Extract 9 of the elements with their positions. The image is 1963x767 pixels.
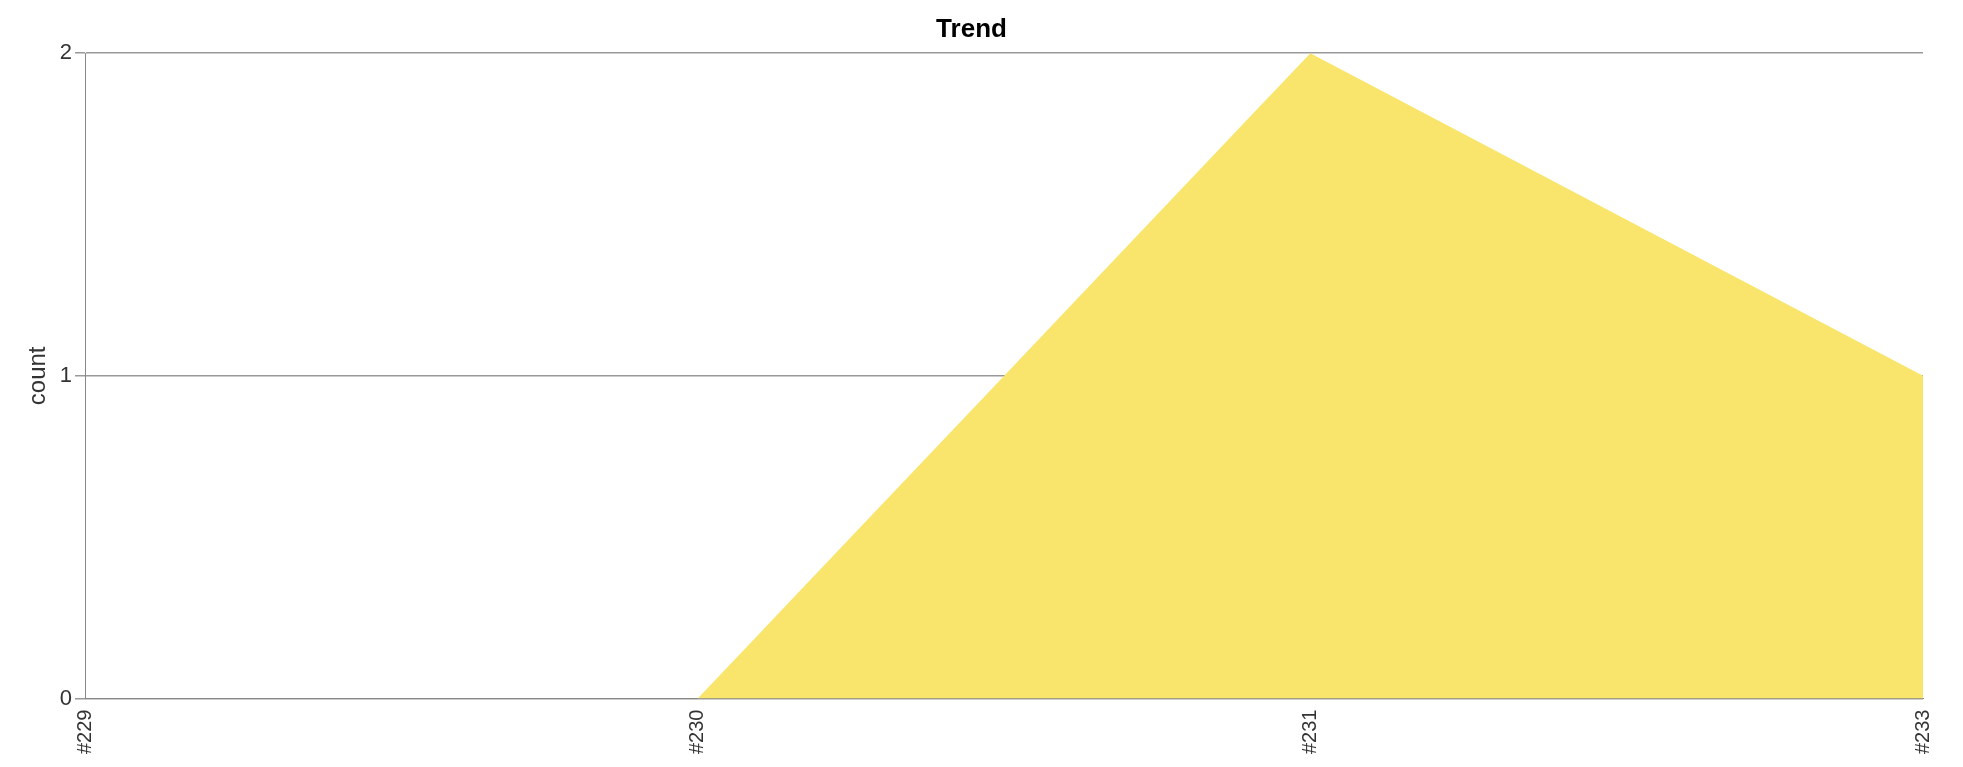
y-tick-label: 2 (59, 39, 73, 65)
x-tick-label: #229 (72, 709, 95, 755)
x-tick-label: #233 (1910, 709, 1933, 755)
y-tick-label: 1 (59, 361, 73, 387)
x-tick-label: #231 (1297, 709, 1320, 755)
x-tick-label: #230 (685, 709, 708, 755)
y-tick-label: 0 (59, 684, 73, 710)
chart-title: Trend (936, 12, 1007, 43)
y-axis-title: count (23, 346, 51, 406)
